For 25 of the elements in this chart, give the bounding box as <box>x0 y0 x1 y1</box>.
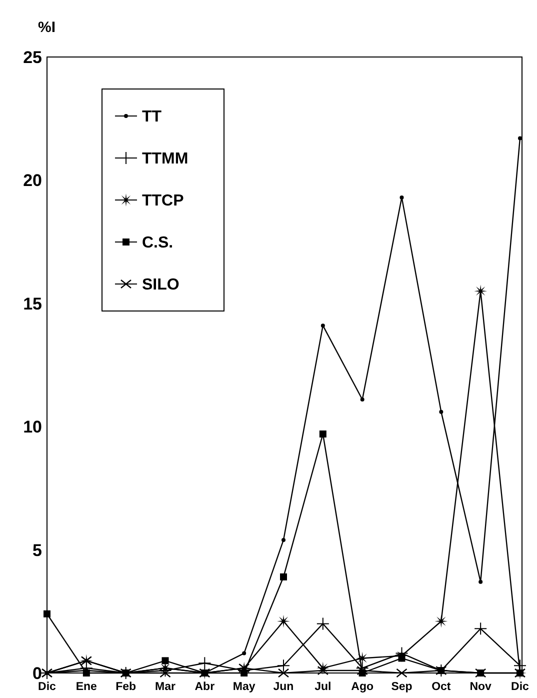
x-tick-label: May <box>232 681 256 693</box>
x-tick-label: Mar <box>155 681 176 693</box>
x-tick-label: Dic <box>511 681 530 693</box>
y-tick-label: 5 <box>32 540 42 560</box>
x-tick-label: Jun <box>273 681 294 693</box>
x-tick-label: Oct <box>432 681 451 693</box>
legend-label: SILO <box>142 276 180 294</box>
y-tick-label: 20 <box>23 171 42 190</box>
y-axis-title: %I <box>38 19 56 36</box>
x-tick-label: Dic <box>38 681 57 693</box>
legend-label: TTMM <box>142 150 188 168</box>
y-tick-label: 25 <box>23 48 42 67</box>
legend-label: C.S. <box>142 234 174 252</box>
x-tick-label: Ene <box>76 681 97 693</box>
x-tick-label: Feb <box>116 681 136 693</box>
x-tick-label: Abr <box>194 681 216 693</box>
y-tick-label: 15 <box>23 294 42 314</box>
y-tick-label: 10 <box>23 418 42 437</box>
legend-label: TTCP <box>142 192 184 210</box>
x-tick-label: Jul <box>314 681 332 693</box>
y-tick-label: 0 <box>32 664 42 683</box>
x-tick-label: Nov <box>470 681 492 693</box>
legend-label: TT <box>142 108 162 126</box>
x-tick-label: Ago <box>351 681 374 693</box>
x-tick-label: Sep <box>391 681 412 693</box>
